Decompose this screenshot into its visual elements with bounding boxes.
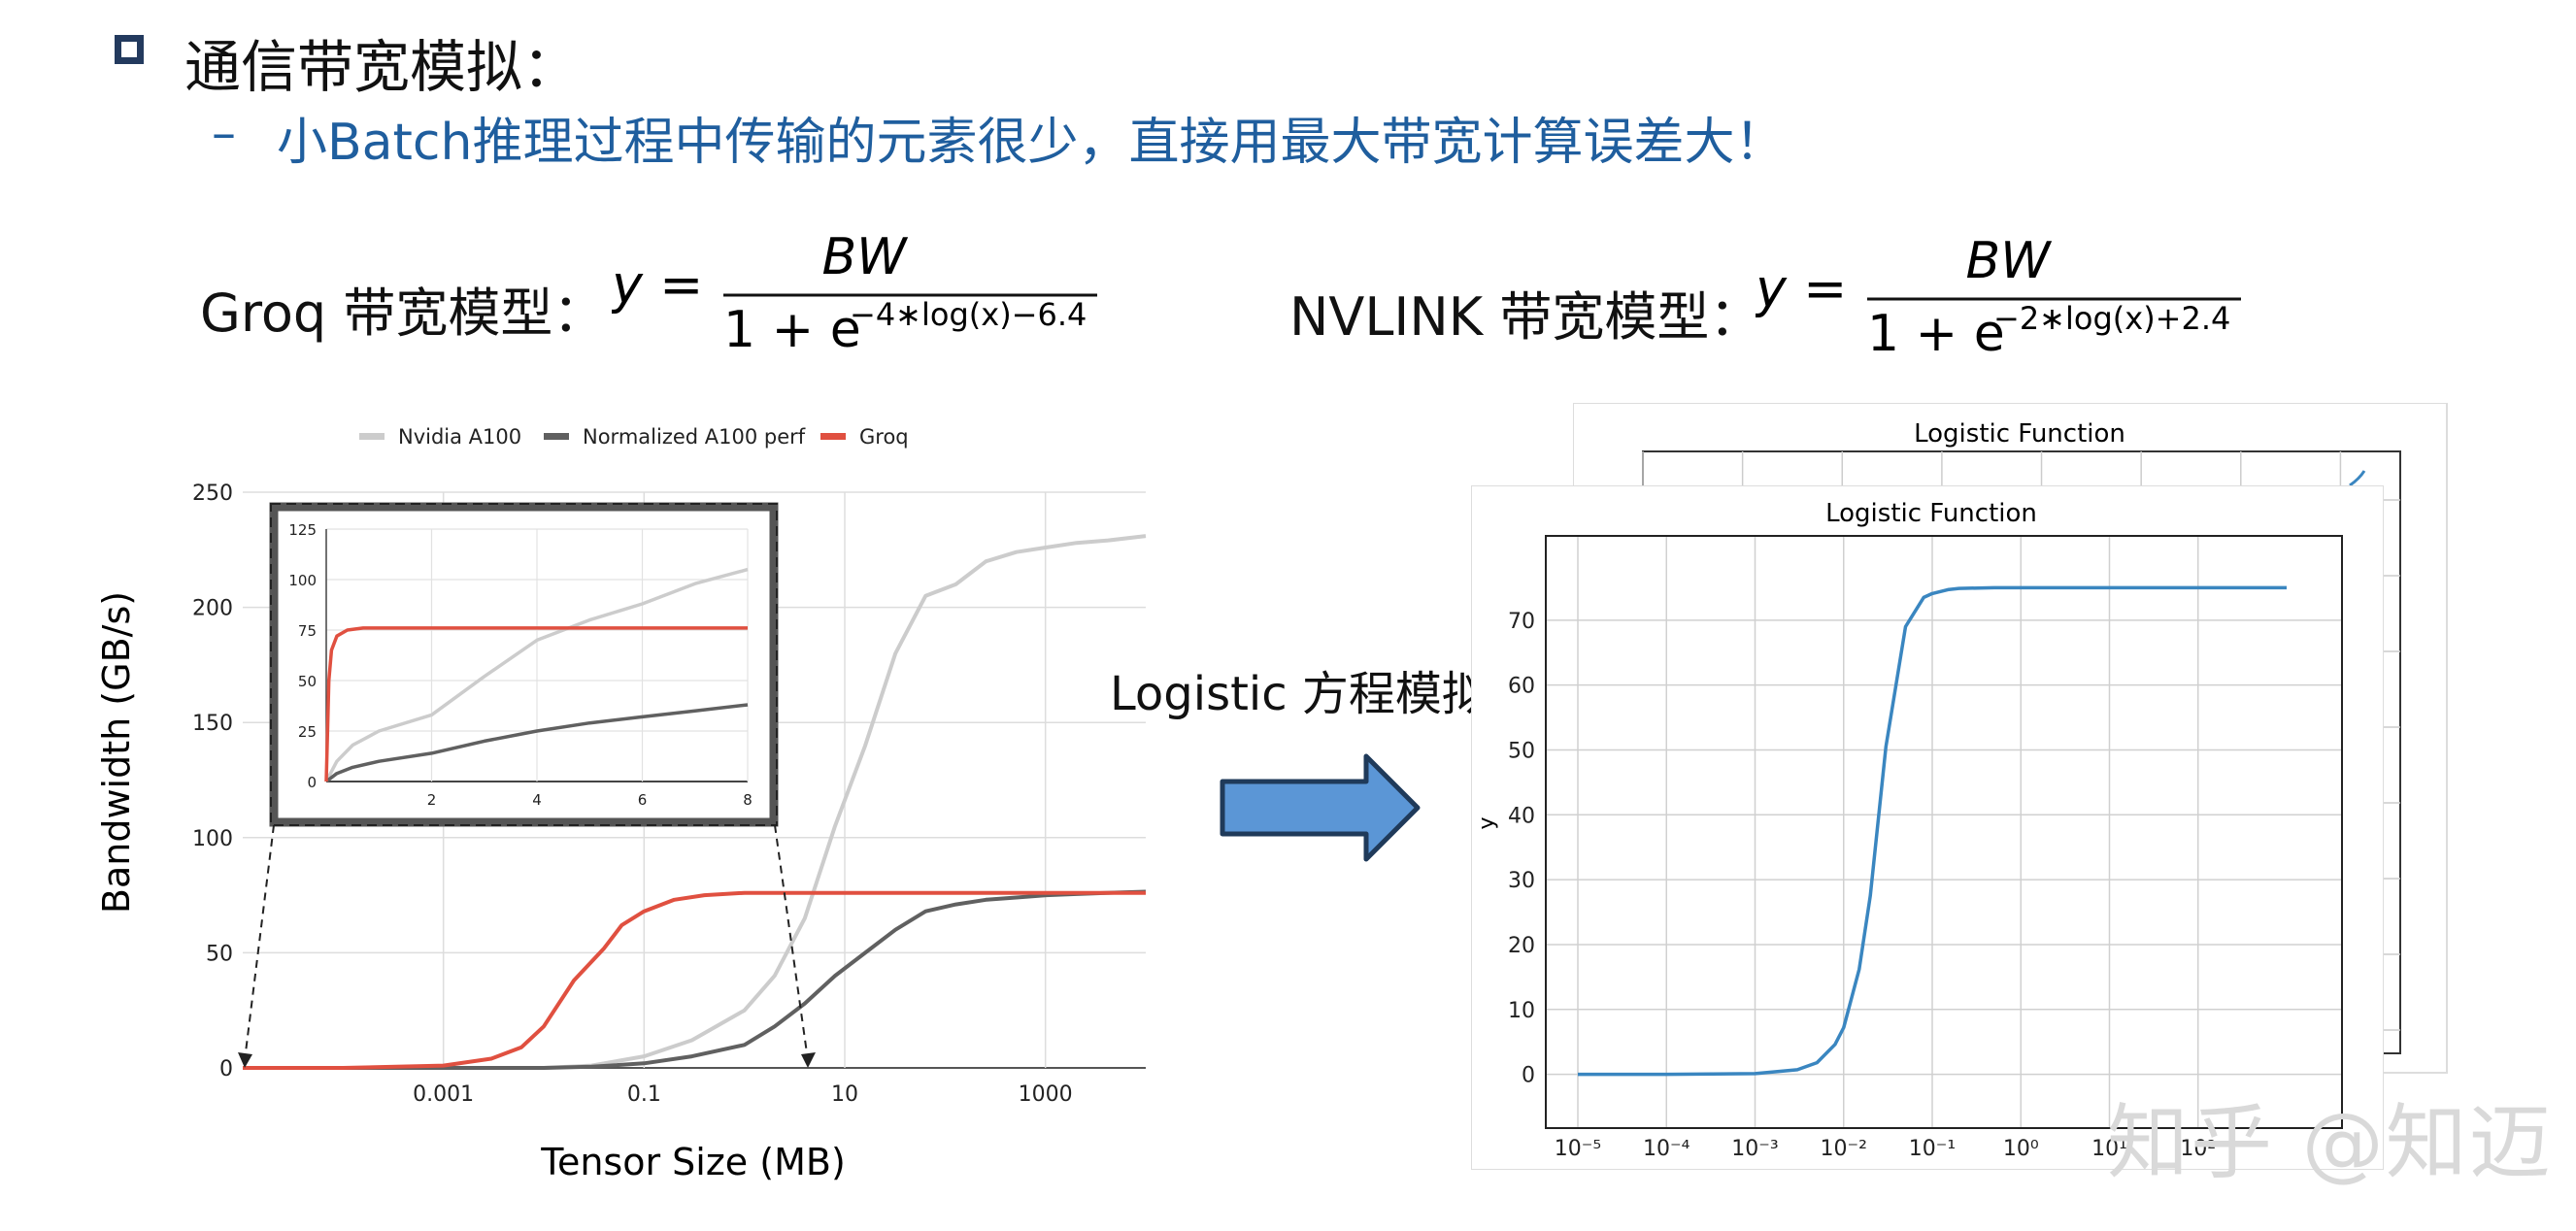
- logistic-back-series: [2349, 470, 2366, 487]
- logistic-y-tick-label: 0: [1522, 1064, 1535, 1088]
- bandwidth-series: [243, 534, 1147, 1070]
- legend-swatch: [544, 433, 569, 440]
- nvlink-formula-numerator: BW: [1965, 232, 2053, 290]
- inset-x-tick-label: 8: [743, 791, 753, 809]
- callout-line-right: [774, 824, 809, 1061]
- legend-label: Normalized A100 perf: [583, 425, 806, 449]
- series-line-groq: [243, 890, 1146, 1070]
- inset-series-line: [324, 703, 749, 783]
- subheading-dash: –: [212, 105, 236, 161]
- nvlink-formula: y = BW 1 + e −2∗log(x)+2.4: [1756, 232, 2241, 363]
- logistic-x-tick-label: 10⁻²: [1821, 1137, 1867, 1161]
- logistic-y-tick-label: 30: [1508, 869, 1535, 893]
- x-tick-label: 0.1: [627, 1082, 661, 1107]
- inset-dashed-border: [270, 503, 778, 826]
- page-title: 通信带宽模拟：: [184, 34, 580, 100]
- bandwidth-legend: Nvidia A100 Normalized A100 perf Groq: [359, 425, 909, 449]
- legend-label: Groq: [859, 425, 909, 449]
- series-line-normalized-a100-perf: [243, 889, 1147, 1070]
- nvlink-formula-lhs: y =: [1756, 258, 1847, 319]
- logistic-y-tick-label: 40: [1508, 804, 1535, 828]
- y-tick-label: 100: [192, 827, 233, 851]
- callout-arrowhead-right: [801, 1052, 816, 1068]
- groq-formula-lhs: y =: [612, 254, 703, 316]
- heading-bullet-icon: [115, 35, 144, 64]
- logistic-front-panel-frame: [1471, 485, 2384, 1170]
- legend-swatch: [359, 433, 385, 440]
- logistic-front-panel: 0 10 20 30 40 50 60 70 10⁻⁵ 10⁻⁴ 10⁻³ 10⁻² 10⁻¹ 10⁰ 10…: [1471, 485, 2384, 1170]
- inset-y-tick-label: 75: [298, 622, 317, 640]
- logistic-y-tick-label: 50: [1508, 739, 1535, 763]
- inset-callout-lines: [238, 824, 816, 1068]
- inset-y-tick-label: 25: [298, 723, 317, 741]
- inset-chart: 0 25 50 75 100 125 2 4 6 8: [269, 502, 779, 827]
- groq-formula-exponent: −4∗log(x)−6.4: [850, 296, 1087, 333]
- nvlink-formula-exponent: −2∗log(x)+2.4: [1993, 300, 2230, 337]
- nvlink-formula-label: NVLINK 带宽模型：: [1289, 286, 1762, 348]
- inset-x-tick-label: 6: [638, 791, 648, 809]
- x-tick-label: 10: [831, 1082, 858, 1107]
- logistic-label: Logistic 方程模拟: [1110, 667, 1489, 721]
- logistic-x-tick-label: 10⁻⁴: [1643, 1137, 1690, 1161]
- logistic-x-tick-label: 10²: [2180, 1137, 2216, 1161]
- logistic-y-tick-label: 60: [1508, 675, 1535, 699]
- logistic-series: [1578, 585, 2287, 1077]
- logistic-tick-labels: 0 10 20 30 40 50 60 70 10⁻⁵ 10⁻⁴ 10⁻³ 10⁻² 10⁻¹ 10⁰ 10…: [1508, 610, 2216, 1161]
- inset-series-line: [324, 567, 749, 782]
- inset-frame: [269, 502, 779, 827]
- groq-formula-denominator: 1 + e: [723, 301, 861, 359]
- inset-y-tick-label: 50: [298, 673, 317, 690]
- callout-line-left: [244, 824, 275, 1061]
- y-tick-label: 200: [192, 597, 233, 621]
- inset-series-line: [324, 626, 748, 782]
- logistic-curve: [1578, 585, 2287, 1077]
- logistic-x-tick-label: 10⁰: [2003, 1137, 2039, 1161]
- bandwidth-chart: Nvidia A100 Normalized A100 perf Groq 0 50 1…: [95, 425, 1147, 1183]
- logistic-x-tick-label: 10⁻³: [1731, 1137, 1778, 1161]
- series-line-nvidia-a100: [243, 534, 1147, 1070]
- y-tick-label: 150: [192, 712, 233, 736]
- legend-swatch: [820, 433, 846, 440]
- logistic-y-tick-label: 20: [1508, 934, 1535, 958]
- logistic-plot-area: [1545, 535, 2343, 1129]
- x-tick-label: 1000: [1019, 1082, 1073, 1107]
- logistic-y-tick-label: 70: [1508, 610, 1535, 634]
- logistic-title: Logistic Function: [1825, 499, 2037, 528]
- inset-y-tick-label: 0: [307, 774, 317, 791]
- y-tick-label: 250: [192, 482, 233, 506]
- logistic-y-axis-label: y: [1475, 816, 1499, 829]
- logistic-x-tick-label: 10⁻¹: [1909, 1137, 1956, 1161]
- logistic-grid: [1546, 536, 2342, 1128]
- logistic-x-tick-label: 10⁻⁵: [1555, 1137, 1601, 1161]
- callout-arrowhead-left: [238, 1052, 252, 1068]
- subheading: 小Batch推理过程中传输的元素很少，直接用最大带宽计算误差大！: [277, 114, 1786, 172]
- y-tick-label: 50: [206, 942, 233, 966]
- y-tick-label: 0: [219, 1057, 233, 1081]
- inset-x-tick-label: 2: [427, 791, 437, 809]
- groq-formula: y = BW 1 + e −4∗log(x)−6.4: [612, 228, 1097, 359]
- bandwidth-x-axis-label: Tensor Size (MB): [540, 1141, 846, 1183]
- logistic-x-tick-label: 10¹: [2091, 1137, 2127, 1161]
- inset-x-tick-label: 4: [532, 791, 542, 809]
- nvlink-formula-denominator: 1 + e: [1867, 305, 2005, 363]
- watermark: 知乎 @知迈: [2107, 1095, 2553, 1190]
- transform-arrow-icon: [1220, 753, 1421, 862]
- legend-label: Nvidia A100: [398, 425, 521, 449]
- logistic-back-title: Logistic Function: [1914, 419, 2125, 449]
- groq-formula-numerator: BW: [821, 228, 909, 286]
- bandwidth-y-axis-label: Bandwidth (GB/s): [95, 591, 138, 914]
- inset-y-tick-label: 125: [288, 521, 317, 539]
- x-tick-label: 0.001: [413, 1082, 474, 1107]
- groq-formula-label: Groq 带宽模型：: [200, 283, 606, 344]
- logistic-y-tick-label: 10: [1508, 999, 1535, 1023]
- inset-y-tick-label: 100: [288, 572, 317, 589]
